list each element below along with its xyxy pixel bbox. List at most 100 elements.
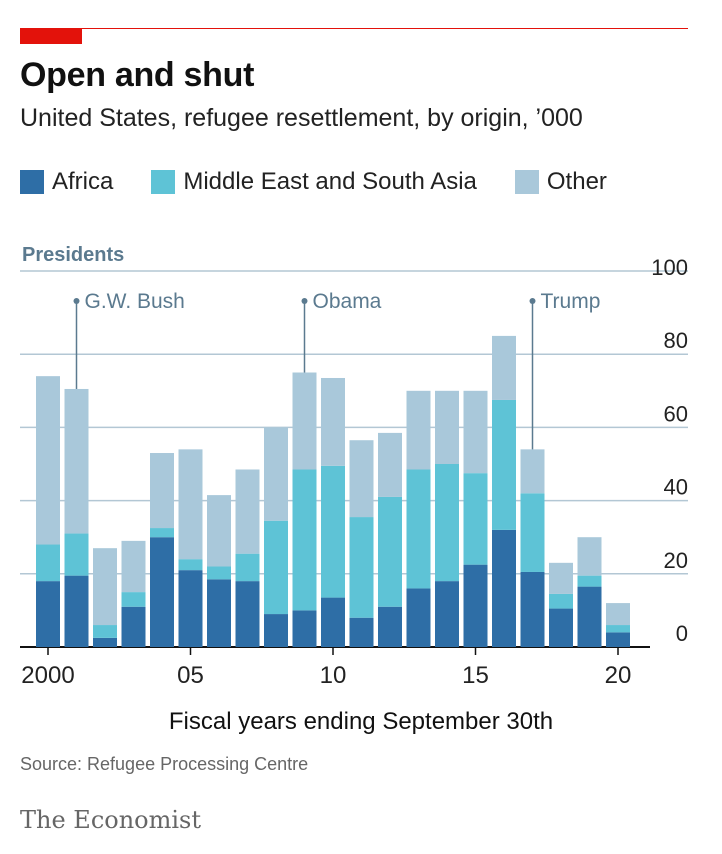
- bar-segment: [606, 632, 630, 647]
- brand-flag: [20, 28, 82, 44]
- bar-segment: [321, 465, 345, 598]
- bar-segment: [36, 544, 60, 582]
- bar-segment: [406, 469, 431, 589]
- x-tick-label: 05: [177, 662, 204, 689]
- bar-segment: [64, 575, 89, 647]
- bar-segment: [64, 388, 89, 534]
- bar-segment: [549, 593, 573, 609]
- y-tick-label: 60: [664, 401, 688, 426]
- bar-segment: [406, 588, 431, 647]
- x-tick-label: 10: [320, 662, 347, 689]
- presidents-label: Presidents: [22, 244, 124, 266]
- bar-segment: [178, 559, 203, 571]
- bar-segment: [492, 335, 516, 400]
- bar-segment: [606, 625, 630, 633]
- bar-segment: [93, 625, 117, 638]
- top-rule: [20, 28, 688, 29]
- bar-segment: [520, 449, 545, 494]
- bar-segment: [207, 579, 231, 647]
- bar-segment: [292, 610, 317, 647]
- bar-segment: [150, 528, 174, 538]
- x-axis-title: Fiscal years ending September 30th: [168, 708, 554, 735]
- bar-segment: [207, 566, 231, 580]
- bar-segment: [520, 571, 545, 647]
- bar-segment: [264, 614, 288, 647]
- y-tick-label: 80: [664, 328, 688, 353]
- x-tick-label: 15: [462, 662, 489, 689]
- bar-segment: [207, 495, 231, 567]
- chart-title: Open and shut: [20, 56, 255, 94]
- bar-segment: [378, 606, 402, 647]
- bar-segment: [292, 469, 317, 611]
- bar-segment: [520, 493, 545, 572]
- legend-label-other: Other: [546, 168, 607, 195]
- bar-segment: [321, 597, 345, 647]
- legend-label-mideast: Middle East and South Asia: [183, 168, 477, 195]
- bar-segment: [577, 575, 602, 587]
- annotation-label: G.W. Bush: [85, 290, 185, 313]
- legend-swatch-africa: [20, 170, 44, 194]
- annotation-label: Trump: [541, 290, 601, 313]
- bar-segment: [93, 548, 117, 626]
- bar-segment: [121, 592, 146, 607]
- bar-segment: [463, 564, 488, 647]
- bar-segment: [435, 464, 459, 582]
- annotation-dot: [529, 298, 536, 304]
- bar-segment: [321, 377, 345, 466]
- y-tick-label: 0: [676, 621, 688, 646]
- bar-segment: [150, 453, 174, 529]
- annotation-dot: [301, 298, 308, 304]
- y-axis-ticks: 0 20 40 60 80 100: [651, 255, 688, 646]
- legend-item-other: Other: [514, 168, 607, 196]
- bar-segment: [435, 390, 459, 464]
- legend-item-africa: Africa: [20, 168, 113, 196]
- chart-subtitle: United States, refugee resettlement, by …: [20, 104, 583, 132]
- bar-segment: [292, 372, 317, 470]
- legend-label-africa: Africa: [52, 168, 114, 195]
- bar-segment: [492, 399, 516, 530]
- legend-swatch-other: [514, 170, 539, 194]
- bar-segment: [349, 440, 374, 518]
- y-tick-label: 20: [664, 548, 688, 573]
- bar-segment: [406, 390, 431, 470]
- legend: Africa Middle East and South Asia Other: [20, 168, 645, 196]
- bar-segment: [36, 376, 60, 545]
- x-tick-label: 20: [605, 662, 632, 689]
- bar-segment: [121, 540, 146, 593]
- publisher-logo: The Economist: [20, 806, 202, 834]
- legend-swatch-mideast: [151, 170, 176, 194]
- bar-segment: [463, 390, 488, 474]
- bar-segment: [549, 608, 573, 647]
- bar-segment: [235, 581, 260, 647]
- bar-segment: [606, 603, 630, 626]
- bar-segment: [349, 517, 374, 618]
- bar-segment: [349, 617, 374, 647]
- bar-segment: [235, 553, 260, 582]
- source-note: Source: Refugee Processing Centre: [20, 754, 309, 774]
- bar-segment: [463, 473, 488, 565]
- annotation-dot: [73, 298, 80, 304]
- bar-segment: [235, 469, 260, 554]
- bar-segment: [378, 432, 402, 497]
- x-axis-ticks: 2000 05 10 15 20: [21, 647, 631, 689]
- bar-segment: [178, 570, 203, 647]
- bar-segment: [577, 537, 602, 576]
- annotation-label: Obama: [313, 290, 382, 313]
- president-annotations: G.W. Bush Obama Trump: [73, 290, 601, 450]
- x-tick-label: 2000: [21, 662, 74, 689]
- legend-item-mideast: Middle East and South Asia: [151, 168, 477, 196]
- bar-segment: [178, 449, 203, 560]
- y-tick-label: 100: [651, 255, 688, 280]
- bars: [36, 335, 630, 647]
- bar-segment: [435, 581, 459, 647]
- bar-segment: [64, 533, 89, 576]
- bar-segment: [378, 496, 402, 607]
- bar-segment: [492, 529, 516, 647]
- y-tick-label: 40: [664, 475, 688, 500]
- bar-segment: [150, 537, 174, 647]
- bar-segment: [36, 581, 60, 647]
- bar-segment: [264, 427, 288, 521]
- bar-segment: [549, 562, 573, 594]
- bar-segment: [121, 606, 146, 647]
- bar-segment: [577, 586, 602, 647]
